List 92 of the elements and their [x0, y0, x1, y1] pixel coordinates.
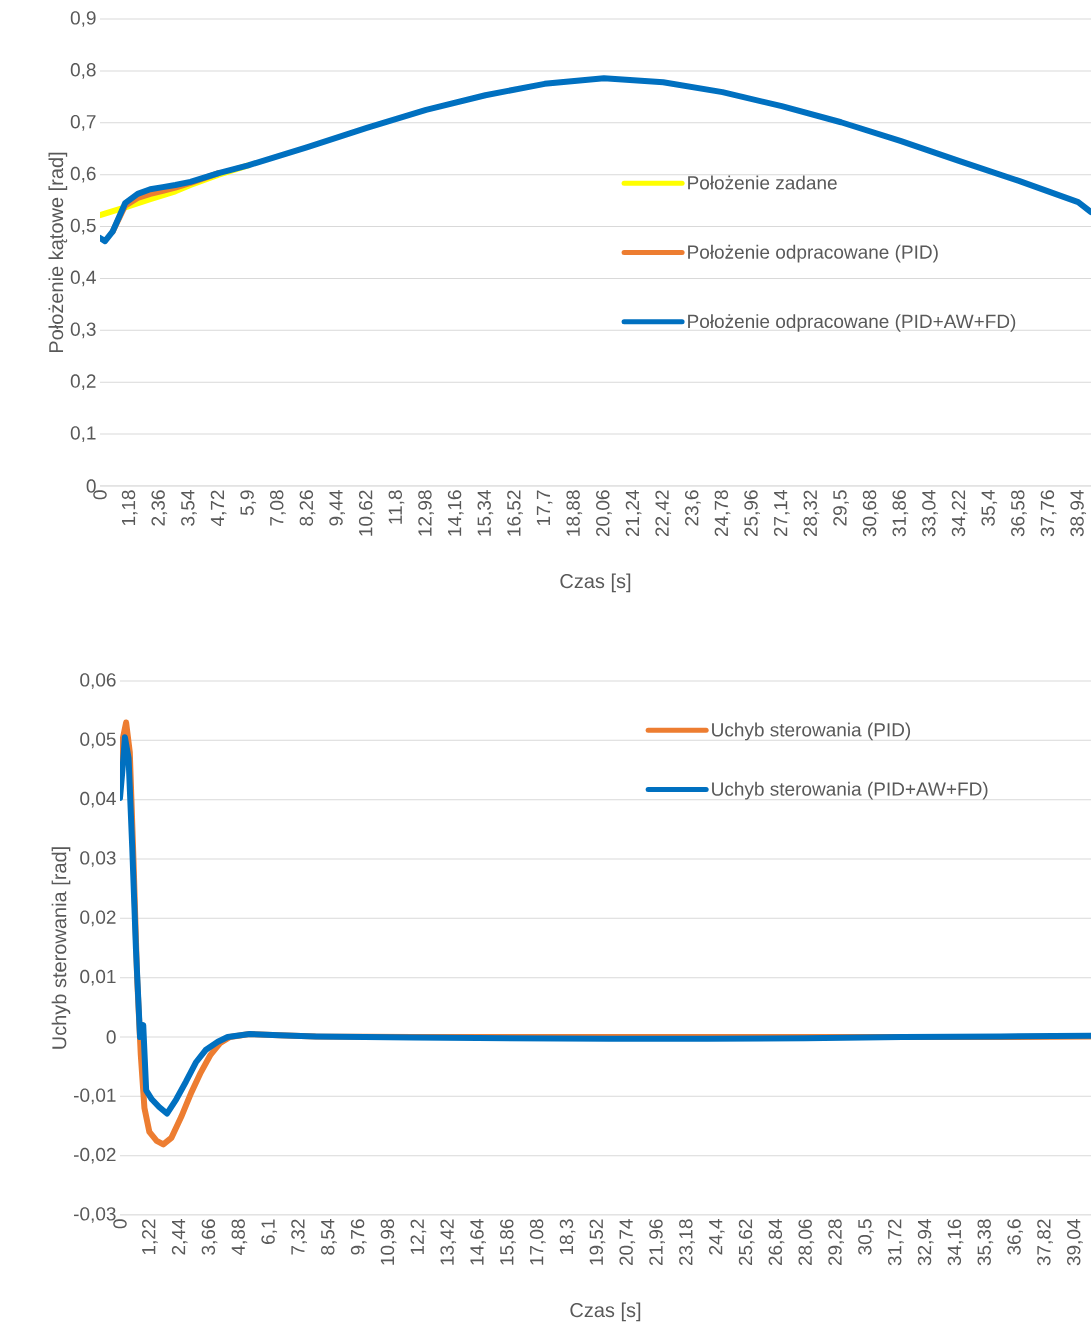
- x-tick-label: 2,36: [151, 490, 168, 526]
- x-tick-label: 7,32: [291, 1219, 307, 1255]
- x-tick-label: 21,24: [625, 490, 642, 537]
- x-tick-label: 1,18: [121, 490, 138, 526]
- x-tick-label: 36,6: [1007, 1219, 1024, 1255]
- x-tick-label: 8,26: [299, 490, 316, 526]
- x-tick-label: 33,04: [922, 490, 938, 537]
- x-tick-label: 6,1: [261, 1219, 278, 1244]
- x-tick-label: 24,78: [714, 490, 731, 537]
- x-axis-title: Czas [s]: [560, 573, 631, 593]
- x-tick-label: 30,5: [858, 1219, 874, 1255]
- x-tick-label: 10,62: [358, 490, 375, 536]
- y-tick-label: 0,02: [80, 910, 116, 927]
- x-tick-label: 18,88: [566, 490, 583, 536]
- x-tick-label: 35,38: [977, 1219, 994, 1266]
- x-tick-label: 36,58: [1011, 490, 1027, 537]
- x-tick-label: 29,5: [833, 490, 849, 526]
- legend-label: Uchyb sterowania (PID+AW+FD): [712, 781, 988, 800]
- y-tick-label: 0,06: [80, 673, 116, 689]
- x-tick-label: 12,98: [418, 490, 434, 536]
- y-tick-label: 0,01: [80, 969, 116, 986]
- x-tick-label: 20,74: [619, 1219, 636, 1266]
- x-tick-label: 32,94: [917, 1219, 934, 1266]
- x-tick-label: 9,76: [350, 1219, 367, 1255]
- x-tick-label: 31,86: [892, 490, 909, 537]
- x-tick-label: 18,3: [559, 1219, 576, 1255]
- x-tick-label: 2,44: [171, 1219, 188, 1255]
- x-tick-label: 15,86: [500, 1219, 516, 1265]
- x-tick-label: 17,08: [529, 1219, 546, 1265]
- y-tick-label: -0,02: [74, 1147, 116, 1164]
- y-tick-label: 0,5: [70, 218, 96, 235]
- x-tick-label: 1,22: [141, 1219, 158, 1255]
- y-tick-label: 0,05: [80, 732, 116, 749]
- y-axis-title: Położenie kątowe [rad]: [48, 152, 68, 353]
- x-tick-label: 4,72: [210, 490, 227, 527]
- x-tick-label: 5,9: [240, 490, 257, 516]
- x-tick-label: 35,4: [981, 490, 998, 526]
- x-tick-label: 14,64: [470, 1219, 486, 1265]
- y-tick-label: 0,9: [70, 11, 96, 27]
- x-tick-label: 27,14: [773, 490, 790, 537]
- x-tick-label: 37,76: [1040, 490, 1057, 537]
- x-tick-label: 16,52: [507, 490, 523, 536]
- x-tick-label: 23,6: [684, 490, 701, 526]
- x-tick-label: 31,72: [887, 1219, 904, 1266]
- x-tick-label: 21,96: [649, 1219, 665, 1266]
- y-tick-label: 0,6: [70, 166, 96, 183]
- legend-label: Uchyb sterowania (PID): [712, 722, 911, 741]
- x-tick-label: 12,2: [410, 1219, 427, 1255]
- x-tick-label: 17,7: [536, 490, 553, 526]
- y-tick-label: 0,7: [70, 114, 96, 131]
- y-tick-label: 0,2: [70, 374, 96, 391]
- y-tick-label: 0,04: [80, 791, 116, 808]
- x-axis-title: Czas [s]: [570, 1302, 641, 1322]
- x-tick-label: 38,94: [1070, 490, 1087, 537]
- x-tick-label: 3,66: [201, 1219, 218, 1255]
- x-tick-label: 24,4: [708, 1219, 725, 1255]
- x-tick-label: 4,88: [231, 1219, 248, 1256]
- x-tick-label: 37,82: [1037, 1219, 1053, 1266]
- x-tick-label: 25,62: [738, 1219, 755, 1266]
- x-tick-label: 15,34: [477, 490, 494, 536]
- x-tick-label: 7,08: [270, 490, 286, 526]
- x-tick-label: 26,84: [768, 1219, 785, 1266]
- x-tick-label: 11,8: [388, 490, 405, 524]
- y-tick-label: 0,03: [80, 851, 116, 867]
- legend-label: Położenie odpracowane (PID+AW+FD): [688, 314, 1016, 332]
- legend-label: Położenie odpracowane (PID): [688, 244, 938, 263]
- x-tick-label: 30,68: [862, 490, 879, 537]
- x-tick-label: 22,42: [655, 490, 672, 537]
- legend-label: Położenie zadane: [688, 175, 837, 190]
- y-tick-label: 0,4: [70, 270, 96, 287]
- y-tick-label: 0,1: [70, 426, 96, 442]
- x-tick-label: 10,98: [380, 1219, 397, 1265]
- x-tick-label: 29,28: [828, 1219, 844, 1266]
- x-tick-label: 34,16: [947, 1219, 964, 1266]
- x-tick-label: 8,54: [321, 1219, 337, 1255]
- x-tick-label: 28,32: [803, 490, 820, 537]
- x-tick-label: 25,96: [744, 490, 760, 537]
- x-tick-label: 13,42: [440, 1219, 457, 1265]
- x-tick-label: 3,54: [181, 490, 197, 526]
- x-tick-label: 28,06: [798, 1219, 815, 1266]
- x-tick-label: 34,22: [951, 490, 968, 537]
- y-tick-label: 0,3: [70, 322, 96, 339]
- x-tick-label: 14,16: [447, 490, 464, 536]
- x-tick-label: 23,18: [679, 1219, 695, 1266]
- y-tick-label: -0,01: [74, 1088, 116, 1105]
- x-tick-label: 39,04: [1067, 1219, 1083, 1266]
- x-tick-label: 9,44: [329, 490, 345, 526]
- y-tick-label: 0: [106, 1030, 116, 1044]
- x-tick-label: 19,52: [589, 1219, 606, 1265]
- y-tick-label: 0,8: [70, 63, 96, 79]
- x-tick-label: 20,06: [596, 490, 612, 537]
- y-axis-title: Uchyb sterowania [rad]: [51, 847, 71, 1049]
